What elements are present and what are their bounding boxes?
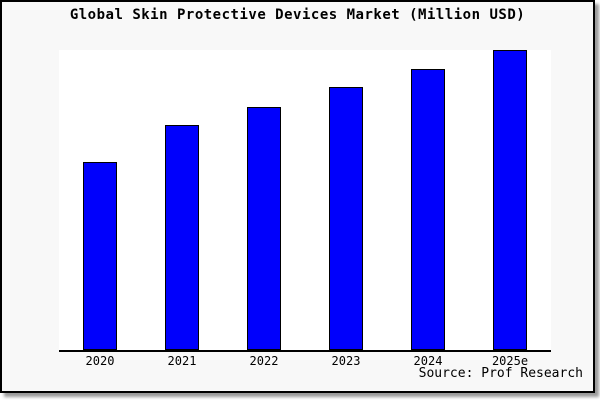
x-tick-label-2022: 2022 (249, 354, 279, 368)
x-tick-label-2020: 2020 (85, 354, 115, 368)
bar-2022 (247, 107, 281, 350)
source-label: Source: Prof Research (418, 366, 583, 381)
bar-2021 (165, 125, 199, 350)
chart-container: Global Skin Protective Devices Market (M… (0, 0, 595, 393)
plot-area (59, 50, 551, 352)
x-tick-label-2021: 2021 (167, 354, 197, 368)
bar-2023 (329, 87, 363, 350)
bar-2025e (493, 50, 527, 350)
bar-2024 (411, 69, 445, 350)
chart-title: Global Skin Protective Devices Market (M… (69, 7, 526, 23)
bar-2020 (83, 162, 117, 350)
x-tick-label-2023: 2023 (331, 354, 361, 368)
